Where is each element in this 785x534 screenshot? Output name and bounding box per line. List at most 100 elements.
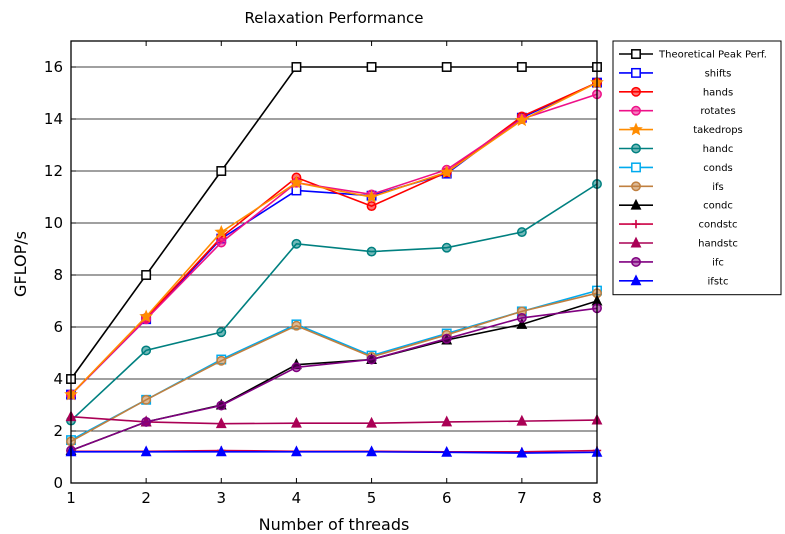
data-point-takedrops bbox=[439, 165, 454, 179]
x-tick-label: 3 bbox=[217, 489, 227, 507]
y-axis-label: GFLOP/s bbox=[11, 231, 30, 297]
legend: Theoretical Peak Perf. shifts hands rotates… bbox=[612, 40, 782, 296]
data-point-handc bbox=[141, 345, 152, 356]
legend-label: Theoretical Peak Perf. bbox=[658, 50, 767, 61]
legend-marker bbox=[631, 67, 641, 78]
data-point-ifstc bbox=[516, 446, 528, 458]
legend-item-ifstc: ifstc bbox=[619, 274, 729, 287]
plot-series bbox=[64, 62, 604, 458]
legend-marker bbox=[631, 49, 641, 59]
data-point-theoretical-peak-perf bbox=[141, 270, 152, 280]
legend-label: rotates bbox=[700, 106, 735, 117]
x-tick-label: 6 bbox=[442, 489, 452, 507]
data-point-ifstc bbox=[441, 445, 453, 457]
y-tick-label: 8 bbox=[53, 266, 63, 284]
x-axis-ticks: 1 2 3 4 5 6 7 8 bbox=[66, 41, 602, 507]
legend-item-takedrops: takedrops bbox=[619, 122, 743, 136]
data-point-theoretical-peak-perf bbox=[216, 166, 227, 176]
data-point-theoretical-peak-perf bbox=[366, 62, 377, 72]
series-line-ifstc bbox=[71, 450, 598, 454]
legend-marker bbox=[631, 162, 641, 173]
y-tick-label: 12 bbox=[44, 162, 63, 180]
legend-label: hands bbox=[703, 87, 733, 98]
legend-label: conds bbox=[703, 163, 733, 174]
series-ifc bbox=[66, 303, 602, 456]
legend-item-rotates: rotates bbox=[619, 105, 736, 117]
y-axis-ticks: 0 2 4 6 8 10 12 14 16 bbox=[44, 58, 76, 492]
legend-marker bbox=[631, 219, 641, 229]
data-point-handc bbox=[441, 242, 452, 253]
data-point-theoretical-peak-perf bbox=[441, 62, 452, 72]
data-point-ifc bbox=[441, 333, 452, 344]
series-theoretical-peak-perf bbox=[66, 62, 602, 384]
data-point-ifc bbox=[366, 354, 377, 365]
data-point-takedrops bbox=[364, 189, 379, 203]
legend-marker bbox=[631, 181, 641, 192]
x-tick-label: 2 bbox=[141, 489, 151, 507]
data-point-handc bbox=[366, 246, 377, 257]
legend-marker bbox=[631, 86, 641, 97]
plot-frame bbox=[70, 40, 598, 484]
data-point-takedrops bbox=[214, 224, 229, 238]
series-handc bbox=[66, 179, 602, 426]
legend-marker bbox=[629, 122, 643, 136]
data-point-ifc bbox=[141, 416, 152, 427]
data-point-ifstc bbox=[366, 445, 377, 457]
data-point-theoretical-peak-perf bbox=[291, 62, 302, 72]
data-point-theoretical-peak-perf bbox=[516, 62, 527, 72]
data-point-hands bbox=[366, 201, 377, 212]
series-line-hands bbox=[70, 81, 598, 396]
legend-label: condstc bbox=[699, 220, 738, 231]
legend-label: ifstc bbox=[708, 276, 729, 287]
data-point-handc bbox=[216, 327, 227, 338]
data-point-handstc bbox=[215, 417, 227, 429]
y-tick-label: 6 bbox=[53, 318, 63, 336]
legend-item-theoretical-peak-perf: Theoretical Peak Perf. bbox=[619, 49, 767, 61]
legend-item-ifc: ifc bbox=[619, 256, 724, 268]
legend-label: handstc bbox=[698, 239, 738, 250]
x-tick-label: 5 bbox=[367, 489, 377, 507]
data-point-takedrops bbox=[515, 113, 529, 127]
series-takedrops bbox=[64, 75, 604, 401]
series-line-handc bbox=[70, 183, 598, 422]
series-ifstc bbox=[65, 445, 603, 458]
series-line-handstc bbox=[70, 415, 598, 425]
series-line-ifc bbox=[70, 307, 598, 452]
data-point-handstc bbox=[516, 414, 528, 426]
data-point-ifstc bbox=[215, 445, 227, 457]
data-point-handstc bbox=[441, 415, 453, 427]
y-tick-label: 14 bbox=[44, 110, 63, 128]
y-tick-label: 16 bbox=[44, 58, 63, 76]
legend-marker bbox=[630, 198, 642, 210]
data-point-handc bbox=[291, 238, 302, 249]
legend-item-shifts: shifts bbox=[619, 67, 732, 79]
data-point-ifc bbox=[216, 400, 227, 411]
data-point-ifc bbox=[516, 312, 527, 323]
data-point-handstc bbox=[291, 416, 302, 428]
data-point-ifstc bbox=[291, 445, 302, 457]
legend-label: condc bbox=[703, 201, 733, 212]
data-point-ifs bbox=[291, 320, 302, 331]
legend-label: ifc bbox=[712, 257, 724, 268]
legend-item-ifs: ifs bbox=[619, 181, 724, 193]
series-line-theoretical-peak-perf bbox=[70, 66, 597, 380]
legend-label: ifs bbox=[712, 182, 724, 193]
y-tick-label: 0 bbox=[53, 474, 63, 492]
legend-marker bbox=[631, 143, 641, 154]
legend-label: shifts bbox=[705, 68, 732, 79]
legend-label: takedrops bbox=[693, 125, 743, 136]
y-tick-label: 2 bbox=[53, 422, 63, 440]
data-point-ifstc bbox=[140, 445, 152, 457]
y-tick-label: 4 bbox=[53, 370, 63, 388]
x-tick-label: 8 bbox=[592, 489, 602, 507]
legend-item-handstc: handstc bbox=[619, 236, 738, 250]
legend-marker bbox=[631, 105, 641, 116]
data-point-handc bbox=[516, 227, 527, 238]
series-line-rotates bbox=[70, 93, 598, 396]
x-tick-label: 7 bbox=[517, 489, 527, 507]
legend-label: handc bbox=[703, 144, 734, 155]
series-line-takedrops bbox=[70, 81, 598, 396]
y-tick-label: 10 bbox=[44, 214, 63, 232]
x-tick-label: 4 bbox=[292, 489, 302, 507]
